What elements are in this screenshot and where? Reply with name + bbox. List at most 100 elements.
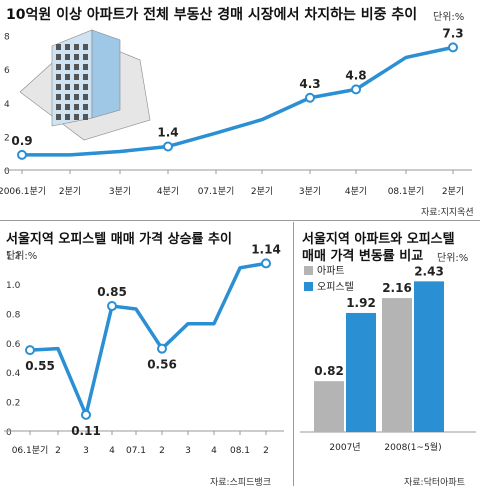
chart3-bar-value: 1.92 bbox=[346, 296, 376, 310]
chart1-xtick-label: 2분기 bbox=[442, 186, 464, 197]
chart3-bar bbox=[314, 381, 344, 432]
chart3-title-line1: 서울지역 아파트와 오피스텔 bbox=[302, 232, 455, 247]
chart2-source: 자료:스피드뱅크 bbox=[210, 478, 271, 488]
building-window bbox=[65, 74, 70, 80]
building-window bbox=[83, 84, 88, 90]
chart1-ytick-label: 2 bbox=[4, 133, 10, 143]
building-window bbox=[74, 94, 79, 100]
chart1-unit: 단위:% bbox=[433, 12, 465, 23]
chart2-xtick-label: 2 bbox=[263, 446, 269, 456]
chart1-data-point bbox=[17, 149, 27, 160]
building-window bbox=[74, 84, 79, 90]
building-window bbox=[56, 94, 61, 100]
chart3-source: 자료:닥터아파트 bbox=[404, 478, 465, 488]
chart3-bar bbox=[414, 281, 444, 432]
chart1-data-label: 1.4 bbox=[157, 125, 178, 139]
building-window bbox=[83, 104, 88, 110]
chart1-data-point bbox=[448, 42, 458, 53]
building-window bbox=[65, 64, 70, 70]
building-window bbox=[56, 84, 61, 90]
chart1-data-point bbox=[163, 141, 173, 152]
chart2-data-point bbox=[25, 345, 35, 356]
chart2-data-label: 1.14 bbox=[251, 242, 281, 256]
building-window bbox=[83, 114, 88, 120]
building-window bbox=[83, 44, 88, 50]
chart2-unit: 단위:% bbox=[6, 251, 38, 262]
building-window bbox=[65, 54, 70, 60]
chart2-data-label: 0.85 bbox=[97, 285, 127, 299]
building-window bbox=[74, 114, 79, 120]
chart3-bar-value: 2.16 bbox=[382, 281, 412, 295]
building-window bbox=[56, 74, 61, 80]
building-window bbox=[83, 64, 88, 70]
divider-middle bbox=[293, 222, 294, 486]
chart3-legend-swatch bbox=[304, 282, 313, 291]
chart2-xtick-label: 08.1 bbox=[230, 446, 250, 456]
chart3-unit: 단위:% bbox=[437, 253, 469, 264]
building-window bbox=[83, 94, 88, 100]
building-window bbox=[65, 44, 70, 50]
chart2-data-point bbox=[157, 343, 167, 354]
chart2-xtick-label: 3 bbox=[83, 446, 89, 456]
chart3-bar bbox=[382, 298, 412, 432]
chart3-bar-value: 0.82 bbox=[314, 364, 344, 378]
building-illustration bbox=[19, 29, 151, 141]
chart2-data-point bbox=[81, 409, 91, 420]
chart1-title: 10억원 이상 아파트가 전체 부동산 경매 시장에서 차지하는 비중 추이 bbox=[6, 7, 418, 23]
divider-top bbox=[0, 220, 480, 221]
building-window bbox=[74, 74, 79, 80]
chart2-ytick-label: 1.0 bbox=[6, 281, 21, 291]
chart1-data-label: 4.8 bbox=[345, 68, 366, 82]
chart2-plot: 0 0.2 0.4 0.6 0.8 1.0 1.2 06.1분기 2 3 4 07.1 2 3 4 08.1 2… bbox=[4, 242, 284, 456]
chart2-series-line bbox=[29, 261, 267, 417]
chart2-xtick-label: 2 bbox=[55, 446, 61, 456]
chart1-ytick-label: 8 bbox=[4, 33, 10, 43]
chart1-xtick-label: 4분기 bbox=[345, 186, 367, 197]
chart2-xtick-label: 3 bbox=[185, 446, 191, 456]
chart1-ytick-label: 6 bbox=[4, 66, 10, 76]
chart1-plot: 0 2 4 6 8 2006.1분기 2분기 3분기 4분기 07.1분기 2분기 3분기 4분기 08.… bbox=[0, 26, 472, 197]
building-window bbox=[56, 44, 61, 50]
chart3-legend-label: 아파트 bbox=[317, 265, 345, 277]
chart2-ytick-label: 0.4 bbox=[6, 369, 21, 379]
building-window bbox=[74, 64, 79, 70]
chart1-ytick-label: 0 bbox=[4, 167, 10, 177]
building-window bbox=[74, 104, 79, 110]
chart1-xtick-label: 4분기 bbox=[157, 186, 179, 197]
chart2-data-point bbox=[261, 258, 271, 269]
chart2-data-point bbox=[107, 301, 117, 312]
chart1-data-point bbox=[305, 92, 315, 103]
chart2-xtick-label: 07.1 bbox=[126, 446, 146, 456]
chart2-xtick-label: 4 bbox=[109, 446, 115, 456]
chart1-series-line bbox=[22, 45, 454, 157]
building-window bbox=[65, 84, 70, 90]
building-window bbox=[56, 64, 61, 70]
chart2-xtick-label: 2 bbox=[159, 446, 165, 456]
chart2-data-label: 0.55 bbox=[25, 359, 55, 373]
chart1-xtick-label: 3분기 bbox=[299, 186, 321, 197]
chart3-bar-value: 2.43 bbox=[414, 264, 444, 278]
chart1-data-label: 4.3 bbox=[299, 77, 320, 91]
chart2-data-label: 0.11 bbox=[71, 424, 101, 438]
chart2-xtick-label: 4 bbox=[211, 446, 217, 456]
chart1-ytick-label: 4 bbox=[4, 100, 10, 110]
chart3-legend-label: 오피스텔 bbox=[317, 281, 354, 293]
chart1-data-point bbox=[351, 84, 361, 95]
chart-apartment-share: 10억원 이상 아파트가 전체 부동산 경매 시장에서 차지하는 비중 추이 단… bbox=[0, 0, 480, 222]
chart3-legend-swatch bbox=[304, 266, 313, 275]
chart2-ytick-label: 0.8 bbox=[6, 310, 21, 320]
chart2-ytick-label: 0.2 bbox=[6, 399, 20, 409]
chart1-source: 자료:지지옥션 bbox=[421, 208, 474, 218]
chart1-xtick-label: 08.1분기 bbox=[388, 186, 425, 197]
building-window bbox=[74, 54, 79, 60]
chart1-xtick-label: 2분기 bbox=[59, 186, 81, 197]
chart3-category-label: 2008(1~5월) bbox=[384, 441, 441, 453]
chart2-ytick-label: 0.6 bbox=[6, 340, 21, 350]
chart3-title-line2: 매매 가격 변동률 비교 bbox=[302, 249, 424, 264]
building-window bbox=[56, 114, 61, 120]
building-window bbox=[83, 54, 88, 60]
building-window bbox=[65, 104, 70, 110]
building-window bbox=[65, 114, 70, 120]
